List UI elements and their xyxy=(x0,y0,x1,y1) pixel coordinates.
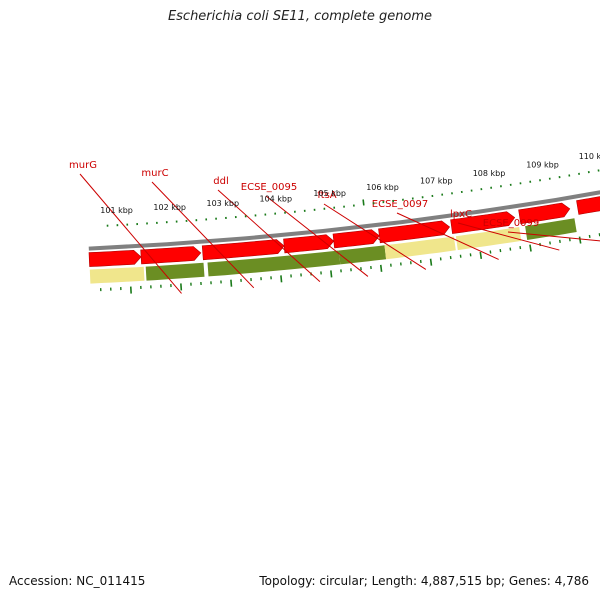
genome-title: Escherichia coli SE11, complete genome xyxy=(167,9,433,24)
gene-label-line xyxy=(396,212,499,260)
strand-arrow xyxy=(332,229,380,249)
kbp-labels: 101 kbp 102 kbp 103 kbp 104 kbp 105 kbp 106 k… xyxy=(100,152,600,215)
kbp-tick-track xyxy=(106,169,600,227)
kbp-label: 108 kbp xyxy=(473,169,506,178)
gene-label: ddl xyxy=(213,176,228,187)
kbp-label: 101 kbp xyxy=(100,206,133,215)
gene-feature-block xyxy=(145,262,205,281)
gene-label-line xyxy=(457,222,560,251)
strand-arrow xyxy=(140,246,202,265)
gene-feature-block xyxy=(89,266,145,284)
kbp-label: 104 kbp xyxy=(259,195,292,204)
gene-label: ECSE_0097 xyxy=(372,199,428,210)
gene-feature-block xyxy=(455,227,522,251)
feature-track xyxy=(89,218,577,284)
outer-tick xyxy=(578,236,582,244)
strand-arrow xyxy=(88,249,142,267)
gene-label-lines xyxy=(79,173,600,294)
gene-label: ECSE_0095 xyxy=(241,182,297,193)
strand-arrow xyxy=(576,196,600,215)
outer-tick xyxy=(529,244,532,252)
gene-label: ECSE_0099 xyxy=(483,218,539,229)
gene-label: lpxC xyxy=(450,209,472,220)
kbp-label: 105 kbp xyxy=(313,189,346,198)
gene-label: murG xyxy=(69,160,97,171)
outer-tick xyxy=(479,251,483,259)
kbp-label: 102 kbp xyxy=(153,203,186,212)
strand-arrow-track xyxy=(88,196,600,267)
gene-label-line xyxy=(507,231,600,242)
gene-label-line xyxy=(217,189,321,282)
gene-feature-block xyxy=(338,245,387,265)
kbp-tick xyxy=(362,199,365,206)
gene-label-line xyxy=(265,195,369,277)
outer-tick xyxy=(429,258,433,266)
kbp-label: 110 kbp xyxy=(579,152,600,161)
gene-label: ftsA xyxy=(317,190,336,201)
gene-label-line xyxy=(151,181,255,289)
strand-arrow xyxy=(378,220,451,244)
accession-text: Accession: NC_011415 xyxy=(9,574,146,588)
gene-label-line xyxy=(323,203,427,270)
outer-tick xyxy=(588,234,591,239)
outer-tick xyxy=(280,275,283,283)
gene-labels: murG murC ddl ECSE_0095 ftsA ECSE_0097 lpxC ECS… xyxy=(69,160,539,229)
outer-tick xyxy=(379,264,383,272)
outer-tick xyxy=(230,279,233,287)
kbp-label: 107 kbp xyxy=(420,176,453,185)
kbp-label: 106 kbp xyxy=(366,183,399,192)
gene-feature-block xyxy=(384,236,456,260)
genome-summary-text: Topology: circular; Length: 4,887,515 bp… xyxy=(259,574,589,588)
strand-arrow xyxy=(518,202,571,225)
strand-arrow xyxy=(201,239,285,261)
kbp-label: 109 kbp xyxy=(526,161,559,170)
outer-tick xyxy=(330,270,333,278)
gene-feature-block xyxy=(207,250,341,277)
kbp-label: 103 kbp xyxy=(206,199,239,208)
gene-label: murC xyxy=(141,168,168,179)
strand-arrow xyxy=(450,211,516,234)
gene-label-line xyxy=(79,173,182,294)
